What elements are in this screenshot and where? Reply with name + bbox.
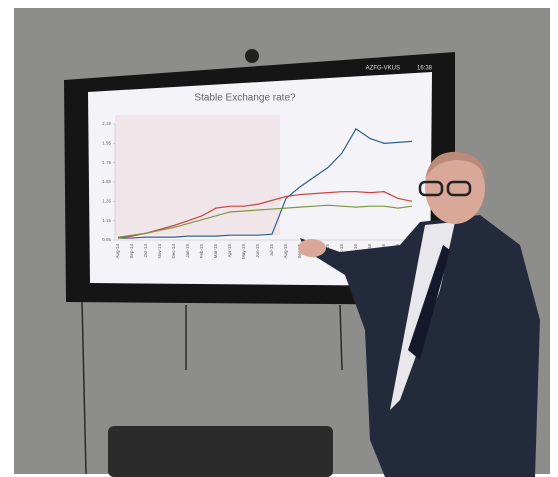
x-tick-label: Feb-15 <box>199 244 204 259</box>
y-tick-label: 1.75 <box>102 160 111 165</box>
x-tick-label: Apr-15 <box>227 244 232 258</box>
y-tick-label: 1.15 <box>102 218 111 223</box>
y-tick-label: 1.35 <box>102 199 111 204</box>
x-tick-label: Oct-14 <box>143 244 148 258</box>
x-tick-label: Aug-14 <box>115 244 120 259</box>
y-tick-label: 1.95 <box>102 141 111 146</box>
status-label: AZFG-VKUS <box>366 66 400 72</box>
chair <box>108 426 333 477</box>
x-tick-label: Mar-15 <box>213 244 218 259</box>
photo: AZFG-VKUS 16:38 Stable Exchange rate? 0.… <box>0 0 558 477</box>
x-tick-label: Jun-15 <box>255 244 260 258</box>
chart-title: Stable Exchange rate? <box>194 93 296 104</box>
x-tick-label: Sep-14 <box>129 244 134 259</box>
camera <box>245 49 259 63</box>
x-tick-label: Dec-14 <box>171 244 176 259</box>
x-tick-label: May-15 <box>241 244 246 260</box>
y-tick-label: 0.95 <box>102 237 111 242</box>
clock: 16:38 <box>417 66 433 72</box>
x-tick-label: Nov-14 <box>157 244 162 259</box>
x-tick-label: Aug-15 <box>283 244 288 259</box>
y-tick-label: 1.55 <box>102 179 111 184</box>
x-tick-label: Jul-15 <box>269 244 274 257</box>
y-tick-label: 2.15 <box>102 121 111 126</box>
x-tick-label: Jan-15 <box>185 244 190 258</box>
